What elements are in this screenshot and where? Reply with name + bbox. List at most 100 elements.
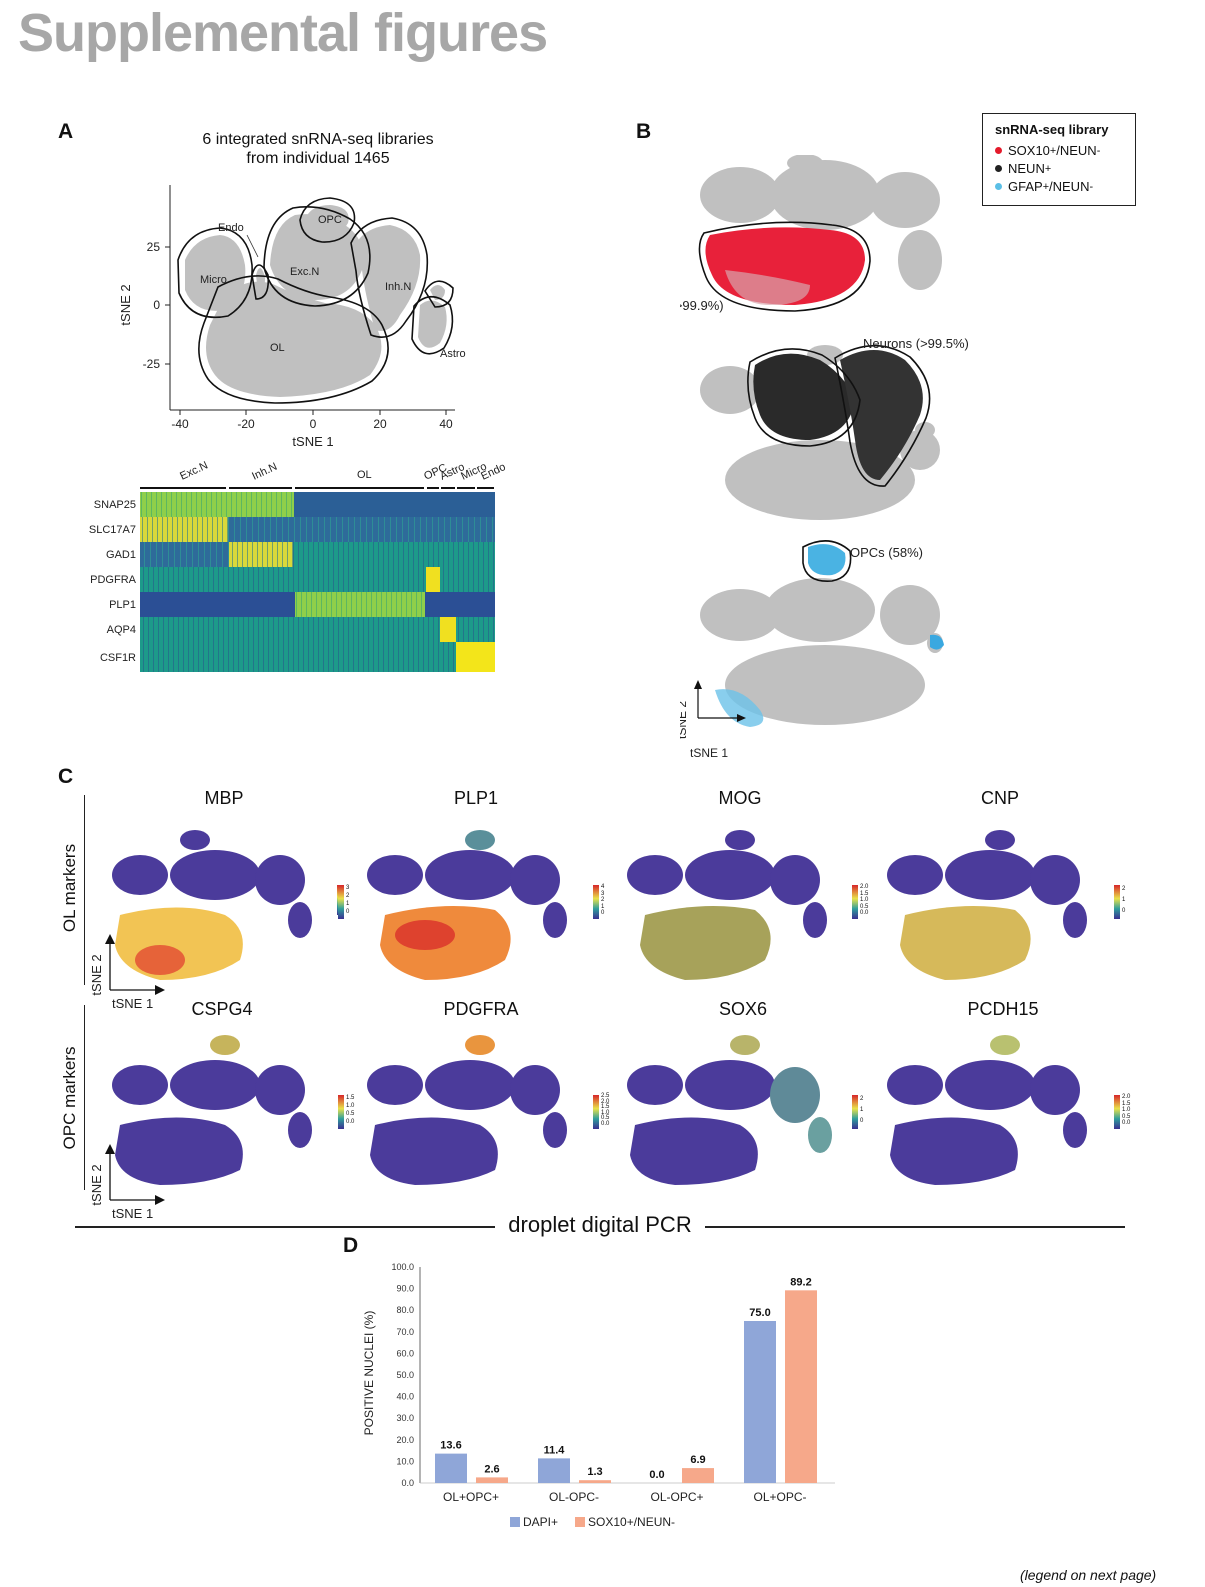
- legend-item-gfap: GFAP +/NEUN -: [995, 179, 1123, 194]
- panel-b-tsne-ol: OL (>99.9%): [680, 155, 942, 313]
- gene-title-mog: MOG: [718, 788, 762, 808]
- xtick: 0: [310, 417, 317, 431]
- gene-title-plp1: PLP1: [453, 788, 499, 808]
- bar-sox10: [682, 1468, 714, 1483]
- legend-swatch-sox10: [575, 1517, 585, 1527]
- svg-text:tSNE 2: tSNE 2: [90, 1164, 104, 1205]
- heatmap-group-label: Inh.N: [250, 461, 279, 483]
- cluster-label-astro: Astro: [440, 348, 466, 360]
- bar-sox10: [476, 1477, 508, 1483]
- xtick: 40: [439, 417, 453, 431]
- scale-cspg4: 1.5 1.0 0.5 0.0: [346, 1095, 355, 1125]
- category-label: OL+OPC-: [753, 1490, 806, 1504]
- legend-swatch-dapi: [510, 1517, 520, 1527]
- ytick: -25: [143, 357, 161, 371]
- bar-dapi: [744, 1321, 776, 1483]
- gene-title-pcdh15: PCDH15: [967, 999, 1039, 1019]
- cluster-label-endo: Endo: [218, 222, 244, 234]
- legend-item-sox10: SOX10 +/NEUN -: [995, 143, 1123, 158]
- c-axes-row1: tSNE 1 tSNE 2: [90, 934, 165, 1011]
- divider-line-left: [75, 1226, 495, 1228]
- panel-a-title-line1: 6 integrated snRNA-seq libraries: [202, 131, 434, 148]
- feature-plot-pcdh15: [887, 1035, 1087, 1185]
- gene-title-sox6: SOX6: [718, 999, 768, 1019]
- gene-title-cnp: CNP: [980, 788, 1020, 808]
- panel-b-label: B: [636, 120, 652, 143]
- category-label: OL+OPC+: [443, 1490, 499, 1504]
- divider-line-right: [705, 1226, 1125, 1228]
- y-tick-label: 90.0: [396, 1284, 414, 1294]
- xtick: 20: [373, 417, 387, 431]
- y-tick-label: 0.0: [401, 1478, 414, 1488]
- svg-text:tSNE 1: tSNE 1: [112, 1206, 153, 1221]
- ytick: 0: [153, 298, 160, 312]
- panel-b-legend: snRNA-seq library SOX10 +/NEUN - NEUN + GFA…: [982, 113, 1136, 206]
- row-divider: [84, 1005, 85, 1190]
- c-axes-row2: tSNE 1 tSNE 2: [90, 1144, 165, 1221]
- legend-label-dapi: DAPI+: [523, 1515, 558, 1529]
- xtick: -40: [171, 417, 189, 431]
- feature-plot-pdgfra: [367, 1035, 567, 1185]
- bar-value-label: 11.4: [544, 1444, 566, 1456]
- feature-plot-mbp: [112, 830, 343, 980]
- cluster-label-opc: OPC: [318, 214, 342, 226]
- panel-a-tsne-plot: Endo OPC Micro Exc.N Inh.N OL Astro -40 …: [118, 185, 466, 449]
- y-tick-label: 30.0: [396, 1413, 414, 1423]
- y-tick-label: 60.0: [396, 1348, 414, 1358]
- scale-pcdh15: 2.0 1.5 1.0 0.5 0.0: [1122, 1094, 1131, 1126]
- divider-title: droplet digital PCR: [508, 1212, 692, 1237]
- bar-value-label: 13.6: [440, 1440, 461, 1452]
- heatmap-gene-label: CSF1R: [100, 652, 136, 664]
- gene-title-pdgfra: PDGFRA: [443, 999, 519, 1019]
- y-tick-label: 10.0: [396, 1456, 414, 1466]
- y-axis-label: tSNE 2: [118, 284, 133, 325]
- bar-value-label: 75.0: [749, 1307, 770, 1319]
- neurons-label: Neurons (>99.5%): [863, 336, 969, 351]
- legend-label-sox10: SOX10+/NEUN-: [588, 1515, 675, 1529]
- ytick: 25: [147, 240, 161, 254]
- heatmap-gene-label: PLP1: [109, 599, 136, 611]
- bar-value-label: 1.3: [587, 1466, 602, 1478]
- cluster-label-micro: Micro: [200, 274, 227, 286]
- panel-a-heatmap: Exc.N Inh.N OL OPC Astro Micro Endo: [89, 459, 508, 672]
- svg-text:tSNE 1: tSNE 1: [112, 996, 153, 1011]
- feature-plot-cspg4: [112, 1035, 312, 1185]
- bar-value-label: 89.2: [790, 1276, 811, 1288]
- ol-label: OL (>99.9%): [680, 298, 724, 313]
- d-y-axis-label: POSITIVE NUCLEI (%): [362, 1311, 376, 1436]
- feature-plot-plp1: [367, 830, 567, 980]
- y-tick-label: 80.0: [396, 1305, 414, 1315]
- panel-d-label: D: [343, 1234, 359, 1257]
- x-axis-label: tSNE 1: [292, 434, 333, 449]
- scale-mog: 2.0 1.5 1.0 0.5 0.0: [860, 884, 869, 916]
- bar-sox10: [579, 1480, 611, 1483]
- bar-value-label: 6.9: [690, 1454, 705, 1466]
- cluster-label-inhn: Inh.N: [385, 281, 411, 293]
- panel-a-label: A: [58, 120, 74, 143]
- panel-b-tsne-neurons: Neurons (>99.5%): [700, 336, 969, 520]
- y-tick-label: 40.0: [396, 1392, 414, 1402]
- feature-plot-mog: [627, 830, 827, 980]
- gene-title-mbp: MBP: [204, 788, 244, 808]
- category-label: OL-OPC+: [650, 1490, 703, 1504]
- bar-sox10: [785, 1290, 817, 1483]
- b-xlabel: tSNE 1: [690, 746, 728, 760]
- row-divider: [84, 795, 85, 985]
- footnote: (legend on next page): [1020, 1567, 1157, 1583]
- heatmap-group-label: Exc.N: [178, 459, 210, 482]
- heatmap-gene-label: SLC17A7: [89, 524, 136, 536]
- legend-swatch: [995, 147, 1002, 154]
- xtick: -20: [237, 417, 255, 431]
- bar-dapi: [538, 1458, 570, 1483]
- feature-plot-sox6: [627, 1035, 832, 1185]
- bar-value-label: 0.0: [649, 1469, 664, 1481]
- cluster-label-ol: OL: [270, 342, 285, 354]
- legend-title: snRNA-seq library: [995, 122, 1109, 137]
- y-tick-label: 70.0: [396, 1327, 414, 1337]
- row-label-opc-markers: OPC markers: [60, 1046, 79, 1150]
- opc-label: OPCs (58%): [850, 545, 923, 560]
- panel-c-label: C: [58, 765, 74, 788]
- page-title: Supplemental figures: [18, 3, 548, 63]
